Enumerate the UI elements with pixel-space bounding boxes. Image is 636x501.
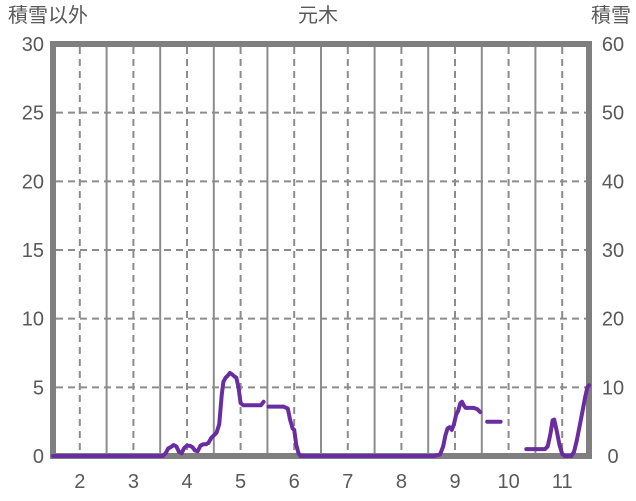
x-axis-tick-label: 4 [181,471,192,493]
x-axis-tick-label: 7 [342,471,353,493]
x-axis-tick-label: 11 [552,471,573,493]
left-axis-tick-label: 15 [22,240,44,262]
right-axis-title: 積雪 [591,5,631,27]
left-axis-tick-label: 5 [33,377,44,399]
x-axis-tick-label: 2 [74,471,85,493]
x-axis-tick-label: 10 [497,471,519,493]
right-axis-tick-label: 30 [602,240,624,262]
left-axis-tick-label: 30 [22,34,44,56]
x-axis-tick-label: 6 [289,471,300,493]
snow-depth-line [266,399,483,458]
right-axis-tick-label: 20 [602,309,624,331]
left-axis-tick-label: 10 [22,309,44,331]
right-axis-tick-label: 50 [602,103,624,125]
left-axis-tick-label: 0 [33,446,44,468]
left-axis-tick-label: 20 [22,171,44,193]
x-axis-tick-label: 8 [396,471,407,493]
right-axis-tick-label: 60 [602,34,624,56]
left-axis-tick-label: 25 [22,103,44,125]
snow-depth-line [524,383,591,458]
x-axis-tick-label: 9 [449,471,460,493]
left-axis-title: 積雪以外 [8,5,88,27]
right-axis-tick-label: 10 [602,377,624,399]
right-axis-tick-label: 40 [602,171,624,193]
snow-depth-line [51,370,266,458]
right-axis-tick-label: 0 [607,446,618,468]
chart-title: 元木 [298,5,338,27]
x-axis-tick-label: 5 [235,471,246,493]
x-axis-tick-label: 3 [128,471,139,493]
